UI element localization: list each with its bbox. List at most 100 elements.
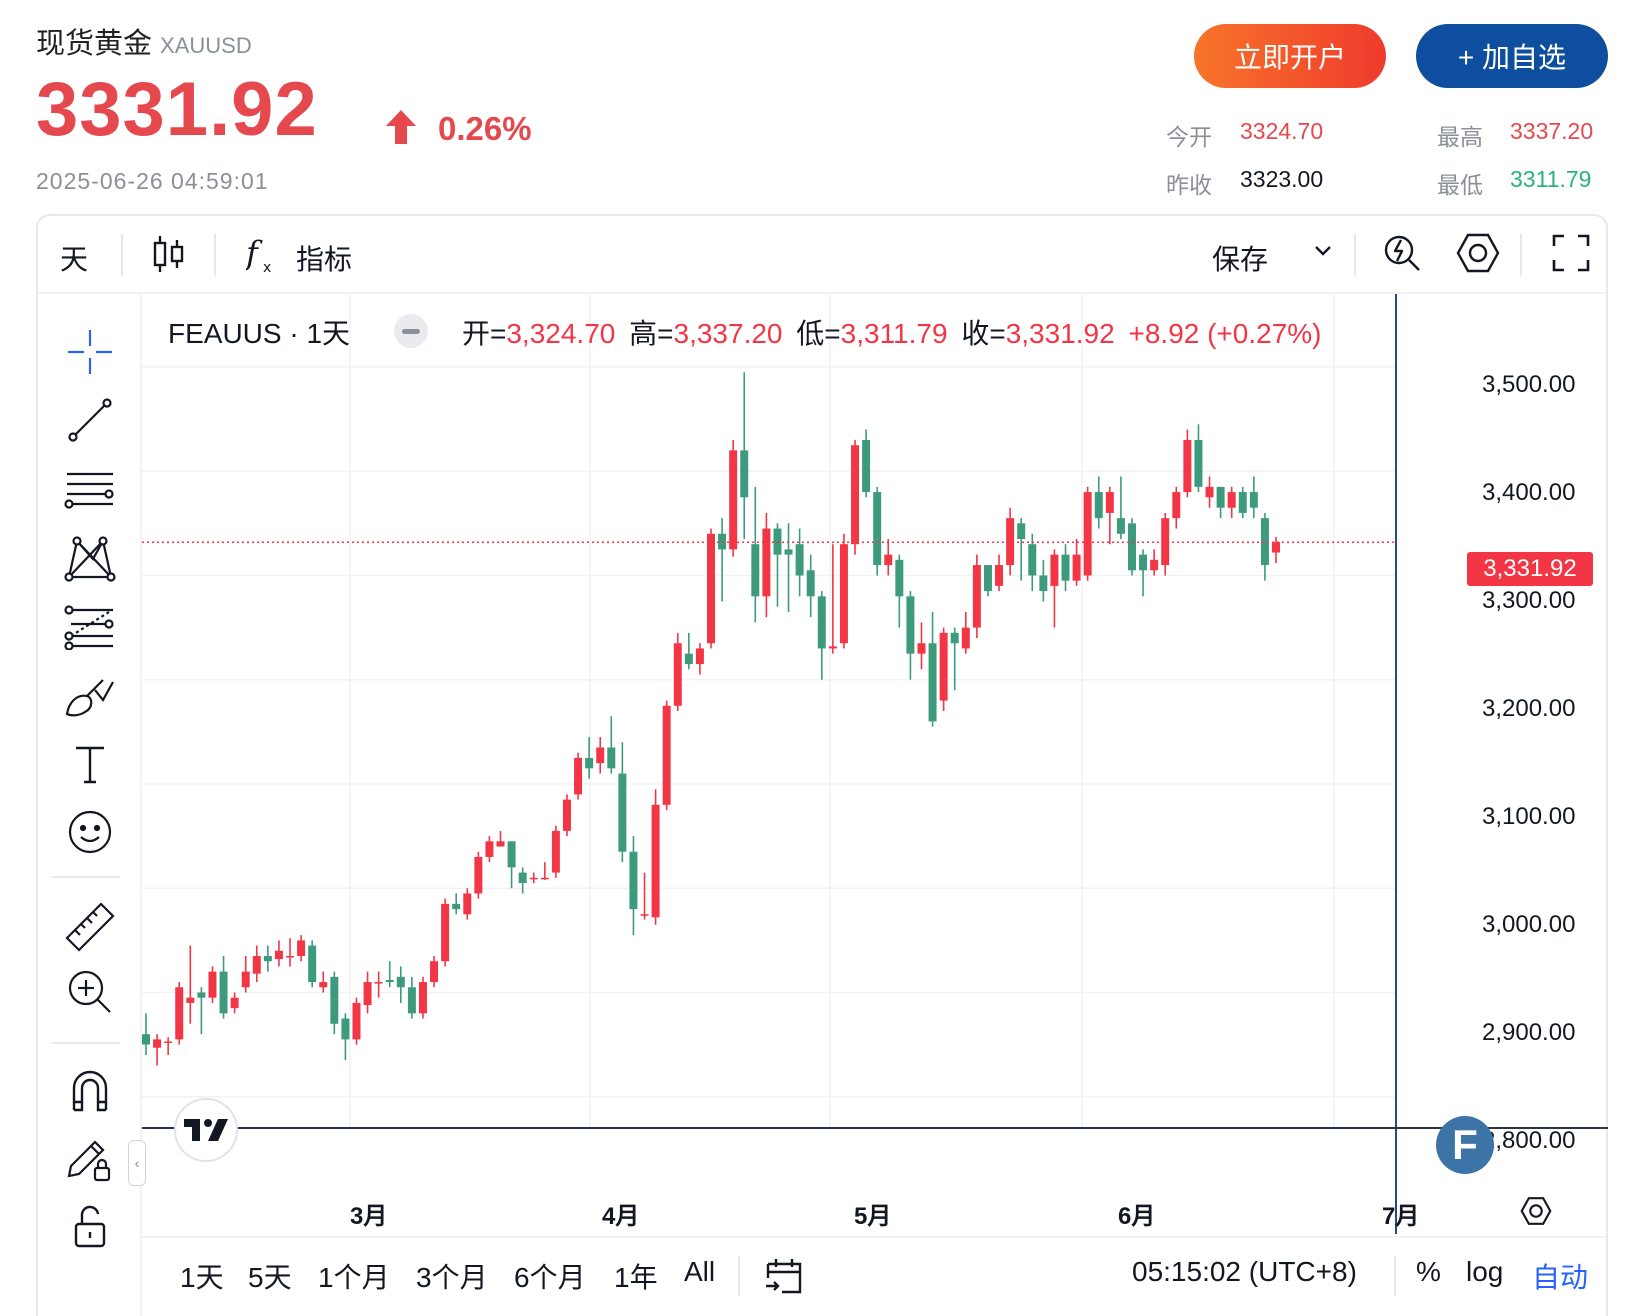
candle-body	[817, 596, 826, 649]
collapse-toolbar-handle[interactable]: ‹	[128, 1140, 146, 1186]
quick-search-icon[interactable]	[1382, 232, 1422, 279]
candle-body	[806, 570, 815, 597]
quote-timestamp: 2025-06-26 04:59:01	[36, 168, 269, 194]
candle-body	[1216, 486, 1225, 508]
candle-body	[684, 653, 693, 665]
candle-body	[607, 747, 616, 769]
candle-body	[851, 445, 860, 545]
auto-scale-toggle[interactable]: 自动	[1532, 1262, 1589, 1293]
range-1m-button[interactable]: 1个月	[318, 1262, 390, 1293]
fib-icon[interactable]	[60, 596, 120, 656]
fullscreen-icon[interactable]	[1552, 234, 1590, 277]
candle-body	[1238, 492, 1247, 513]
legend-open-label: 开=	[462, 318, 507, 349]
legend-high-value: 3,337.20	[673, 318, 783, 349]
clock-timezone[interactable]: 05:15:02 (UTC+8)	[1132, 1256, 1357, 1287]
brush-icon[interactable]	[60, 666, 120, 726]
text-icon[interactable]	[60, 734, 120, 794]
unlock-icon[interactable]	[60, 1196, 120, 1256]
legend-high-label: 高=	[629, 318, 674, 349]
tradingview-logo-icon[interactable]	[174, 1098, 238, 1162]
interval-selector[interactable]: 天	[60, 244, 89, 275]
y-tick-label: 3,300.00	[1482, 587, 1576, 614]
high-label: 最高	[1437, 124, 1483, 150]
go-to-date-icon[interactable]	[764, 1256, 804, 1301]
candle-body	[274, 950, 283, 960]
lock-pencil-icon[interactable]	[60, 1130, 120, 1190]
range-6m-button[interactable]: 6个月	[514, 1262, 586, 1293]
settings-gear-icon[interactable]	[1456, 232, 1500, 279]
candle-body	[496, 841, 505, 847]
candle-body	[795, 544, 804, 576]
candle-body	[1227, 492, 1236, 508]
percent-scale-toggle[interactable]: %	[1416, 1256, 1441, 1287]
magnet-icon[interactable]	[60, 1060, 120, 1120]
candle-body	[1039, 575, 1048, 592]
candle-body	[751, 544, 760, 597]
candle-body	[784, 549, 793, 555]
candle-body	[385, 979, 394, 983]
y-tick-label: 3,100.00	[1482, 803, 1576, 830]
axis-settings-gear-icon[interactable]	[1520, 1196, 1552, 1231]
candle-body	[895, 559, 904, 597]
range-5d-button[interactable]: 5天	[248, 1262, 292, 1293]
zoom-in-icon[interactable]	[60, 962, 120, 1022]
log-scale-toggle[interactable]: log	[1466, 1256, 1504, 1287]
legend-collapse-button[interactable]	[394, 314, 428, 348]
toolbar-divider	[1520, 234, 1522, 276]
candle-body	[961, 627, 970, 649]
candle-body	[1050, 554, 1059, 586]
candle-body	[396, 976, 405, 988]
emoji-icon[interactable]	[60, 802, 120, 862]
toolbar-divider	[1354, 234, 1356, 276]
x-tick-label: 3月	[350, 1203, 388, 1230]
open-value: 3324.70	[1240, 118, 1324, 144]
y-tick-label: 3,500.00	[1482, 371, 1576, 398]
open-account-button[interactable]: 立即开户	[1194, 24, 1386, 88]
candle-body	[862, 439, 871, 493]
candle-body	[972, 565, 981, 628]
y-tick-label: 2,800.00	[1482, 1127, 1576, 1154]
up-arrow-icon	[386, 110, 416, 149]
range-1d-button[interactable]: 1天	[180, 1262, 224, 1293]
candle-body	[463, 893, 472, 915]
candle-body	[1272, 542, 1280, 553]
candle-body	[1183, 439, 1192, 493]
candle-type-icon[interactable]	[152, 234, 186, 279]
candle-body	[828, 646, 837, 649]
candle-body	[452, 903, 461, 910]
crosshair-icon[interactable]	[60, 322, 120, 382]
candle-body	[585, 757, 594, 769]
ruler-icon[interactable]	[60, 896, 120, 956]
left-toolbar-border	[140, 294, 142, 1316]
save-button[interactable]: 保存	[1212, 244, 1269, 275]
broker-badge-icon[interactable]: F	[1436, 1116, 1494, 1174]
bottom-divider	[738, 1256, 740, 1296]
prev-close-value: 3323.00	[1240, 166, 1324, 192]
indicators-button[interactable]: 指标	[296, 244, 353, 275]
candle-body	[186, 997, 195, 1003]
trendline-icon[interactable]	[60, 390, 120, 450]
candle-body	[441, 903, 450, 962]
pattern-icon[interactable]	[60, 528, 120, 588]
candle-body	[474, 856, 483, 894]
candle-body	[1127, 523, 1136, 571]
candle-body	[562, 799, 571, 831]
candle-body	[208, 971, 217, 998]
range-3m-button[interactable]: 3个月	[416, 1262, 488, 1293]
candle-body	[308, 945, 317, 983]
prev-close-label: 昨收	[1166, 172, 1212, 198]
chevron-down-icon[interactable]	[1314, 244, 1332, 262]
candle-body	[629, 851, 638, 910]
y-tick-label: 3,000.00	[1482, 911, 1576, 938]
current-price: 3331.92	[36, 67, 318, 152]
candle-body	[651, 804, 660, 918]
candle-body	[1105, 492, 1114, 513]
range-1y-button[interactable]: 1年	[614, 1262, 658, 1293]
candlestick-chart[interactable]	[142, 294, 1608, 1234]
add-watchlist-button[interactable]: + 加自选	[1416, 24, 1608, 88]
candle-body	[241, 971, 250, 988]
parallel-lines-icon[interactable]	[60, 460, 120, 520]
range-all-button[interactable]: All	[684, 1256, 716, 1287]
